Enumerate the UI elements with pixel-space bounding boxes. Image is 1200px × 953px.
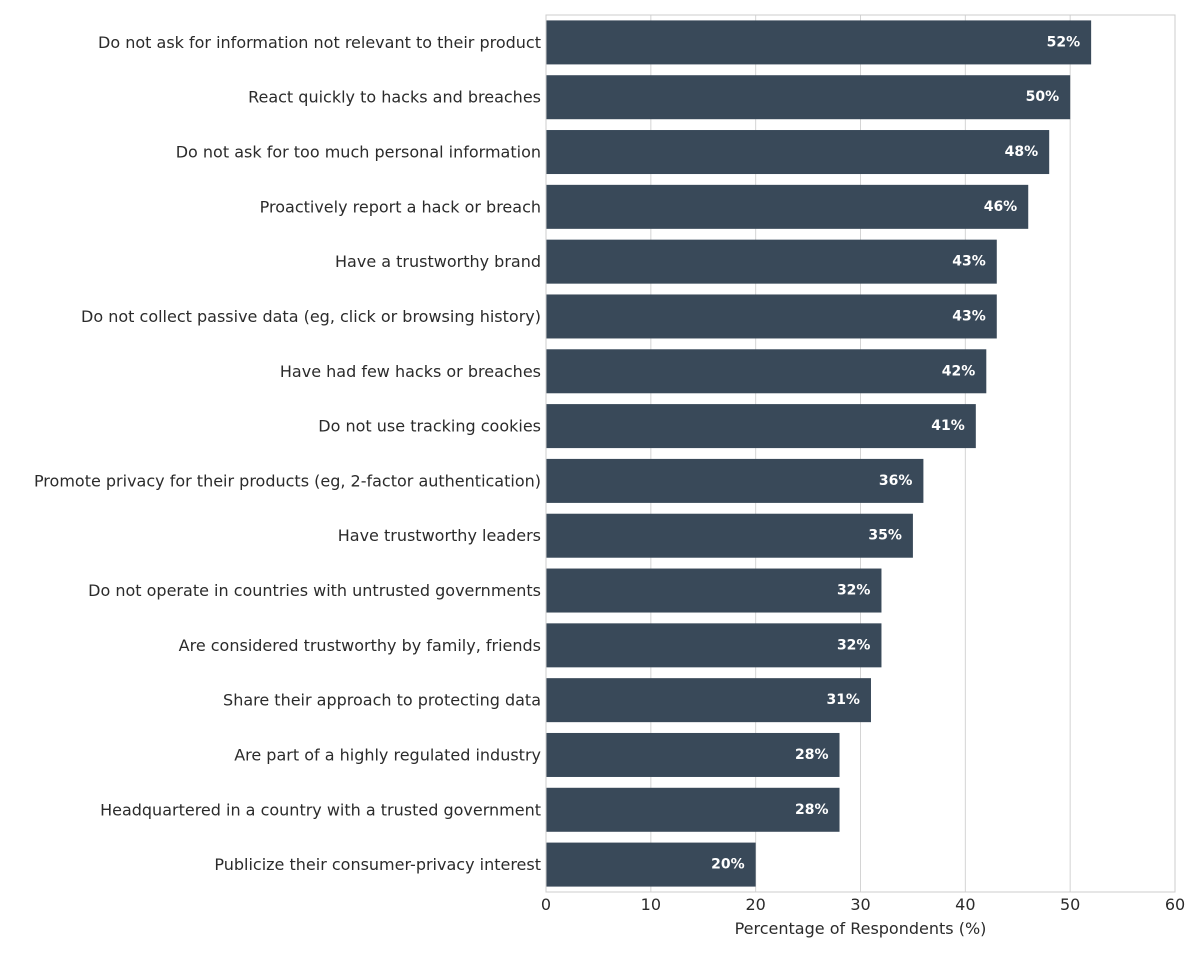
- value-label: 36%: [879, 473, 913, 489]
- category-label: Do not ask for information not relevant …: [98, 33, 541, 52]
- value-label: 48%: [1005, 144, 1039, 160]
- x-tick-label: 40: [955, 895, 975, 914]
- bar: [546, 623, 882, 668]
- value-label: 46%: [984, 199, 1018, 215]
- value-label: 52%: [1047, 34, 1081, 50]
- category-label: Publicize their consumer-privacy interes…: [214, 855, 541, 874]
- bar: [546, 294, 997, 339]
- bar: [546, 75, 1071, 120]
- category-label: Are considered trustworthy by family, fr…: [179, 636, 541, 655]
- category-label: Do not ask for too much personal informa…: [176, 143, 541, 162]
- x-tick-label: 50: [1060, 895, 1080, 914]
- category-label: Share their approach to protecting data: [223, 691, 541, 710]
- bar: [546, 732, 840, 777]
- bar: [546, 239, 997, 284]
- category-label: Do not operate in countries with untrust…: [88, 581, 541, 600]
- value-label: 32%: [837, 637, 871, 653]
- x-tick-label: 20: [745, 895, 765, 914]
- category-label: Do not use tracking cookies: [318, 417, 541, 436]
- value-label: 28%: [795, 747, 829, 763]
- category-label: React quickly to hacks and breaches: [248, 88, 541, 107]
- category-label: Proactively report a hack or breach: [260, 197, 541, 216]
- value-label: 50%: [1026, 89, 1060, 105]
- value-label: 28%: [795, 802, 829, 818]
- bar: [546, 20, 1092, 65]
- bar: [546, 404, 976, 449]
- bars: [546, 20, 1092, 887]
- category-label: Have a trustworthy brand: [335, 252, 541, 271]
- x-tick-label: 0: [541, 895, 551, 914]
- bar: [546, 184, 1029, 229]
- bar: [546, 349, 987, 394]
- bar: [546, 458, 924, 503]
- value-label: 41%: [931, 418, 965, 434]
- bar: [546, 678, 871, 723]
- category-label: Have had few hacks or breaches: [280, 362, 541, 381]
- value-label: 43%: [952, 308, 986, 324]
- value-label: 20%: [711, 857, 745, 873]
- x-tick-label: 30: [850, 895, 870, 914]
- x-tick-label: 60: [1165, 895, 1185, 914]
- x-tick-labels: 0 10 20 30 40 50 60: [541, 895, 1185, 914]
- category-label: Have trustworthy leaders: [338, 526, 541, 545]
- category-label: Do not collect passive data (eg, click o…: [81, 307, 541, 326]
- bar: [546, 513, 913, 558]
- value-label: 32%: [837, 583, 871, 599]
- value-label: 42%: [942, 363, 976, 379]
- bar: [546, 568, 882, 613]
- category-label: Promote privacy for their products (eg, …: [34, 471, 541, 490]
- category-label: Headquartered in a country with a truste…: [100, 800, 541, 819]
- category-label: Are part of a highly regulated industry: [234, 745, 541, 764]
- value-label: 43%: [952, 254, 986, 270]
- x-axis-title: Percentage of Respondents (%): [735, 919, 987, 938]
- value-label: 35%: [868, 528, 902, 544]
- bar: [546, 130, 1050, 175]
- x-tick-label: 10: [641, 895, 661, 914]
- value-labels: 52% 50% 48% 46% 43% 43% 42% 41% 36% 35% 32% 32% 31% 2…: [711, 34, 1080, 872]
- bar: [546, 787, 840, 832]
- plot-frame: [545, 14, 1176, 893]
- category-labels: Do not ask for information not relevant …: [34, 33, 541, 874]
- value-label: 31%: [826, 692, 860, 708]
- bar: [546, 842, 756, 887]
